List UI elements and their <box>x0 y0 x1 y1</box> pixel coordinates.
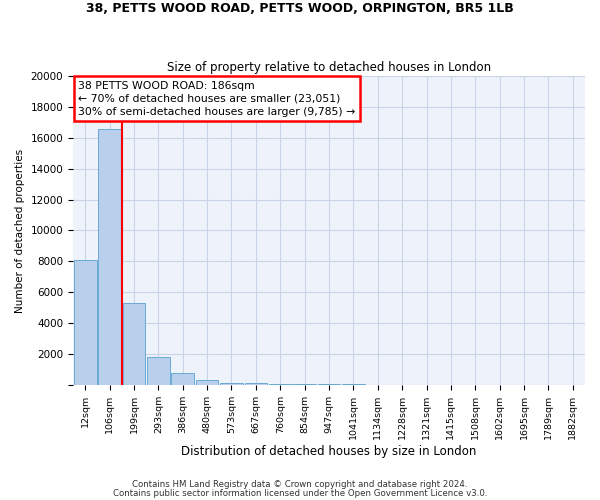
Bar <box>98 128 121 385</box>
Text: 38, PETTS WOOD ROAD, PETTS WOOD, ORPINGTON, BR5 1LB: 38, PETTS WOOD ROAD, PETTS WOOD, ORPINGT… <box>86 2 514 16</box>
Text: 38 PETTS WOOD ROAD: 186sqm
← 70% of detached houses are smaller (23,051)
30% of : 38 PETTS WOOD ROAD: 186sqm ← 70% of deta… <box>78 80 355 117</box>
Text: Contains public sector information licensed under the Open Government Licence v3: Contains public sector information licen… <box>113 489 487 498</box>
Bar <box>172 374 194 385</box>
X-axis label: Distribution of detached houses by size in London: Distribution of detached houses by size … <box>181 444 477 458</box>
Bar <box>122 303 145 385</box>
Bar <box>293 384 316 385</box>
Bar <box>317 384 340 385</box>
Text: Contains HM Land Registry data © Crown copyright and database right 2024.: Contains HM Land Registry data © Crown c… <box>132 480 468 489</box>
Title: Size of property relative to detached houses in London: Size of property relative to detached ho… <box>167 60 491 74</box>
Bar <box>245 384 267 385</box>
Bar <box>269 384 292 385</box>
Bar <box>74 260 97 385</box>
Bar <box>220 382 243 385</box>
Y-axis label: Number of detached properties: Number of detached properties <box>15 148 25 312</box>
Bar <box>196 380 218 385</box>
Bar <box>147 357 170 385</box>
